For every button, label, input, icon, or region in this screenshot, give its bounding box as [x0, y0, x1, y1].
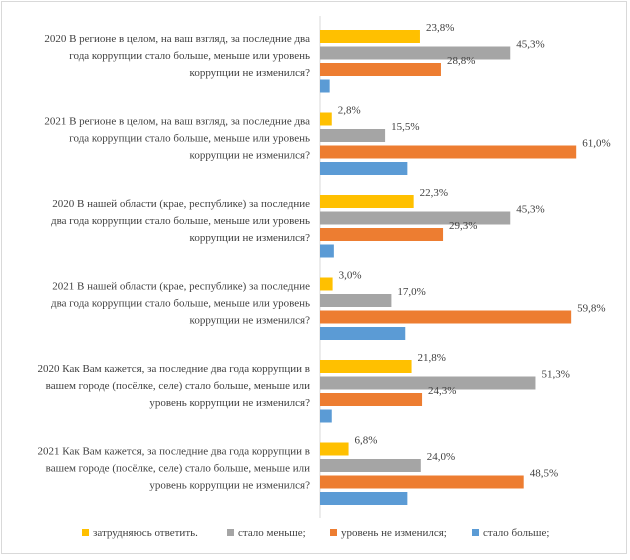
bar-increased — [320, 79, 330, 93]
data-label: 17,0% — [397, 286, 425, 298]
category-label-line: 2021 В нашей области (крае, республике) … — [52, 280, 310, 292]
data-label: 21,8% — [418, 352, 446, 364]
bar-decreased — [320, 129, 386, 142]
data-label: 6,8% — [355, 435, 378, 447]
bar-dont_know — [320, 360, 412, 373]
bar-increased — [320, 327, 406, 340]
data-label: 28,8% — [447, 55, 475, 67]
data-label: 15,5% — [391, 121, 419, 133]
data-label: 24,3% — [428, 385, 456, 397]
category-label-line: коррупции не изменился? — [190, 149, 311, 161]
legend-swatch-increased — [472, 529, 479, 536]
data-label: 45,3% — [516, 204, 544, 216]
category-label-line: 2021 Как Вам кажется, за последние два г… — [38, 445, 310, 457]
category-label-line: два года коррупции стало больше, меньше … — [51, 215, 310, 227]
bar-increased — [320, 492, 408, 505]
bar-dont_know — [320, 112, 332, 126]
legend: затрудняюсь ответить. стало меньше; уровен… — [82, 527, 549, 539]
bar-unchanged — [320, 228, 444, 241]
category-label-line: 2020 В регионе в целом, на ваш взгляд, з… — [44, 33, 310, 45]
bar-decreased — [320, 376, 536, 390]
bar-increased — [320, 409, 332, 423]
bar-dont_know — [320, 195, 414, 208]
bar-decreased — [320, 459, 421, 472]
bar-unchanged — [320, 310, 572, 324]
category-label-line: коррупции не изменился? — [190, 67, 311, 79]
category-label-line: года коррупции стало больше, меньше или … — [69, 50, 310, 62]
bar-increased — [320, 244, 334, 258]
category-label-line: уровень коррупции не изменился? — [149, 479, 310, 491]
category-label-line: 2020 Как Вам кажется, за последние два г… — [38, 363, 310, 375]
data-label: 45,3% — [516, 39, 544, 51]
data-label: 3,0% — [339, 270, 362, 282]
legend-swatch-unchanged — [330, 529, 337, 536]
bar-decreased — [320, 211, 511, 225]
bar-increased — [320, 162, 408, 175]
data-label: 51,3% — [541, 369, 569, 381]
bar-decreased — [320, 294, 392, 307]
category-label-line: вашем городе (посёлке, селе) стало больш… — [46, 462, 310, 474]
category-label-line: вашем городе (посёлке, селе) стало больш… — [46, 380, 310, 392]
category-label-line: 2021 В регионе в целом, на ваш взгляд, з… — [44, 115, 310, 127]
category-label-line: два года коррупции стало больше, меньше … — [51, 297, 310, 309]
category-label-line: коррупции не изменился? — [190, 314, 311, 326]
data-label: 22,3% — [420, 187, 448, 199]
data-label: 61,0% — [582, 138, 610, 150]
bar-dont_know — [320, 442, 349, 456]
legend-label-dont_know: затрудняюсь ответить. — [93, 527, 198, 539]
category-label-line: коррупции не изменился? — [190, 232, 311, 244]
data-label: 2,8% — [338, 105, 361, 117]
data-label: 59,8% — [577, 303, 605, 315]
legend-label-unchanged: уровень не изменился; — [341, 527, 447, 539]
bar-dont_know — [320, 30, 420, 43]
bar-unchanged — [320, 63, 441, 76]
data-label: 29,3% — [449, 220, 477, 232]
bar-unchanged — [320, 145, 577, 159]
legend-label-decreased: стало меньше; — [238, 527, 306, 539]
bar-dont_know — [320, 277, 333, 291]
legend-swatch-dont_know — [82, 529, 89, 536]
plot-area: 2020 В регионе в целом, на ваш взгляд, з… — [38, 16, 611, 518]
bar-decreased — [320, 46, 511, 60]
legend-swatch-decreased — [227, 529, 234, 536]
data-label: 23,8% — [426, 22, 454, 34]
legend-label-increased: стало больше; — [483, 527, 549, 539]
bar-unchanged — [320, 475, 524, 489]
data-label: 24,0% — [427, 451, 455, 463]
category-label-line: года коррупции стало больше, меньше или … — [69, 132, 310, 144]
category-label-line: уровень коррупции не изменился? — [149, 397, 310, 409]
bar-unchanged — [320, 393, 423, 406]
category-label-line: 2020 В нашей области (крае, республике) … — [52, 198, 310, 210]
data-label: 48,5% — [530, 468, 558, 480]
